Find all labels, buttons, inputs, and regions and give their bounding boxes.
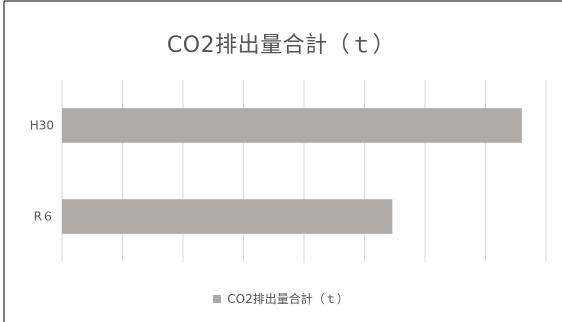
legend-label: CO2排出量合計（ｔ） [227, 292, 349, 306]
category-labels: H30 R６ [30, 119, 54, 224]
bar-0[interactable] [62, 108, 522, 143]
legend-swatch [213, 294, 222, 303]
chart-title: CO2排出量合計（ｔ） [166, 33, 396, 58]
legend[interactable]: CO2排出量合計（ｔ） [0, 290, 562, 307]
bar-1[interactable] [62, 199, 393, 234]
gridlines [61, 80, 547, 262]
category-label: R６ [34, 210, 54, 224]
bars [62, 108, 522, 234]
category-label: H30 [30, 119, 54, 133]
